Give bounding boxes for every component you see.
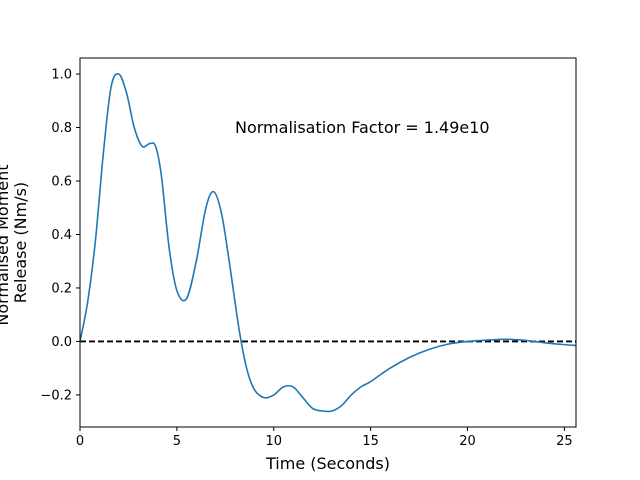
series-line <box>80 73 576 413</box>
x-axis-label: Time (Seconds) <box>265 454 390 473</box>
x-tick-label: 0 <box>76 434 84 449</box>
y-tick-label: −0.2 <box>40 388 72 403</box>
x-tick-label: 5 <box>173 434 181 449</box>
annotation-text: Normalisation Factor = 1.49e10 <box>235 118 490 137</box>
x-tick-label: 20 <box>459 434 476 449</box>
y-tick-label: 0.8 <box>51 121 72 136</box>
x-tick-label: 15 <box>362 434 379 449</box>
y-axis-label-line-2: Release (Nm/s) <box>11 182 30 303</box>
y-tick-label: 1.0 <box>51 68 72 83</box>
x-tick-label: 25 <box>556 434 573 449</box>
plot-area <box>80 73 576 413</box>
y-tick-label: 0.2 <box>51 281 72 296</box>
x-tick-label: 10 <box>265 434 282 449</box>
y-tick-label: 0.0 <box>51 335 72 350</box>
axes-frame <box>79 57 577 428</box>
ticks: 0 5 10 15 20 25 −0.2 0.0 0.2 0.4 0.6 0.8 1.0 <box>40 68 572 449</box>
y-tick-label: 0.4 <box>51 228 72 243</box>
y-axis-label-line-1: Normalised Moment <box>0 164 12 325</box>
y-tick-label: 0.6 <box>51 175 72 190</box>
y-axis-label: Normalised Moment Release (Nm/s) <box>0 159 30 325</box>
